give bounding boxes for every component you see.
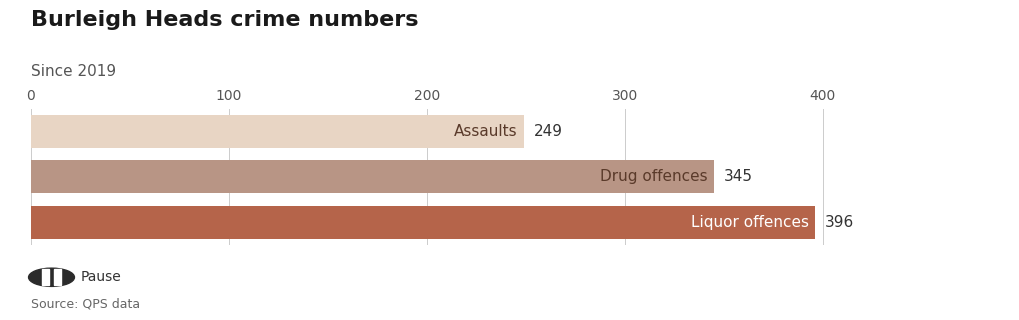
Bar — [31, 115, 524, 148]
Text: Since 2019: Since 2019 — [31, 64, 115, 79]
Text: 249: 249 — [533, 124, 562, 139]
Text: Assaults: Assaults — [453, 124, 518, 139]
Text: Pause: Pause — [81, 270, 121, 284]
Bar — [42, 269, 49, 285]
Text: Burleigh Heads crime numbers: Burleigh Heads crime numbers — [31, 10, 418, 30]
Text: Liquor offences: Liquor offences — [690, 215, 808, 230]
Bar — [31, 160, 713, 193]
Text: 345: 345 — [723, 169, 752, 184]
Bar — [31, 206, 814, 239]
Text: 396: 396 — [824, 215, 853, 230]
Text: Source: QPS data: Source: QPS data — [31, 297, 140, 310]
Bar — [54, 269, 61, 285]
Text: Drug offences: Drug offences — [600, 169, 707, 184]
Circle shape — [29, 268, 74, 286]
